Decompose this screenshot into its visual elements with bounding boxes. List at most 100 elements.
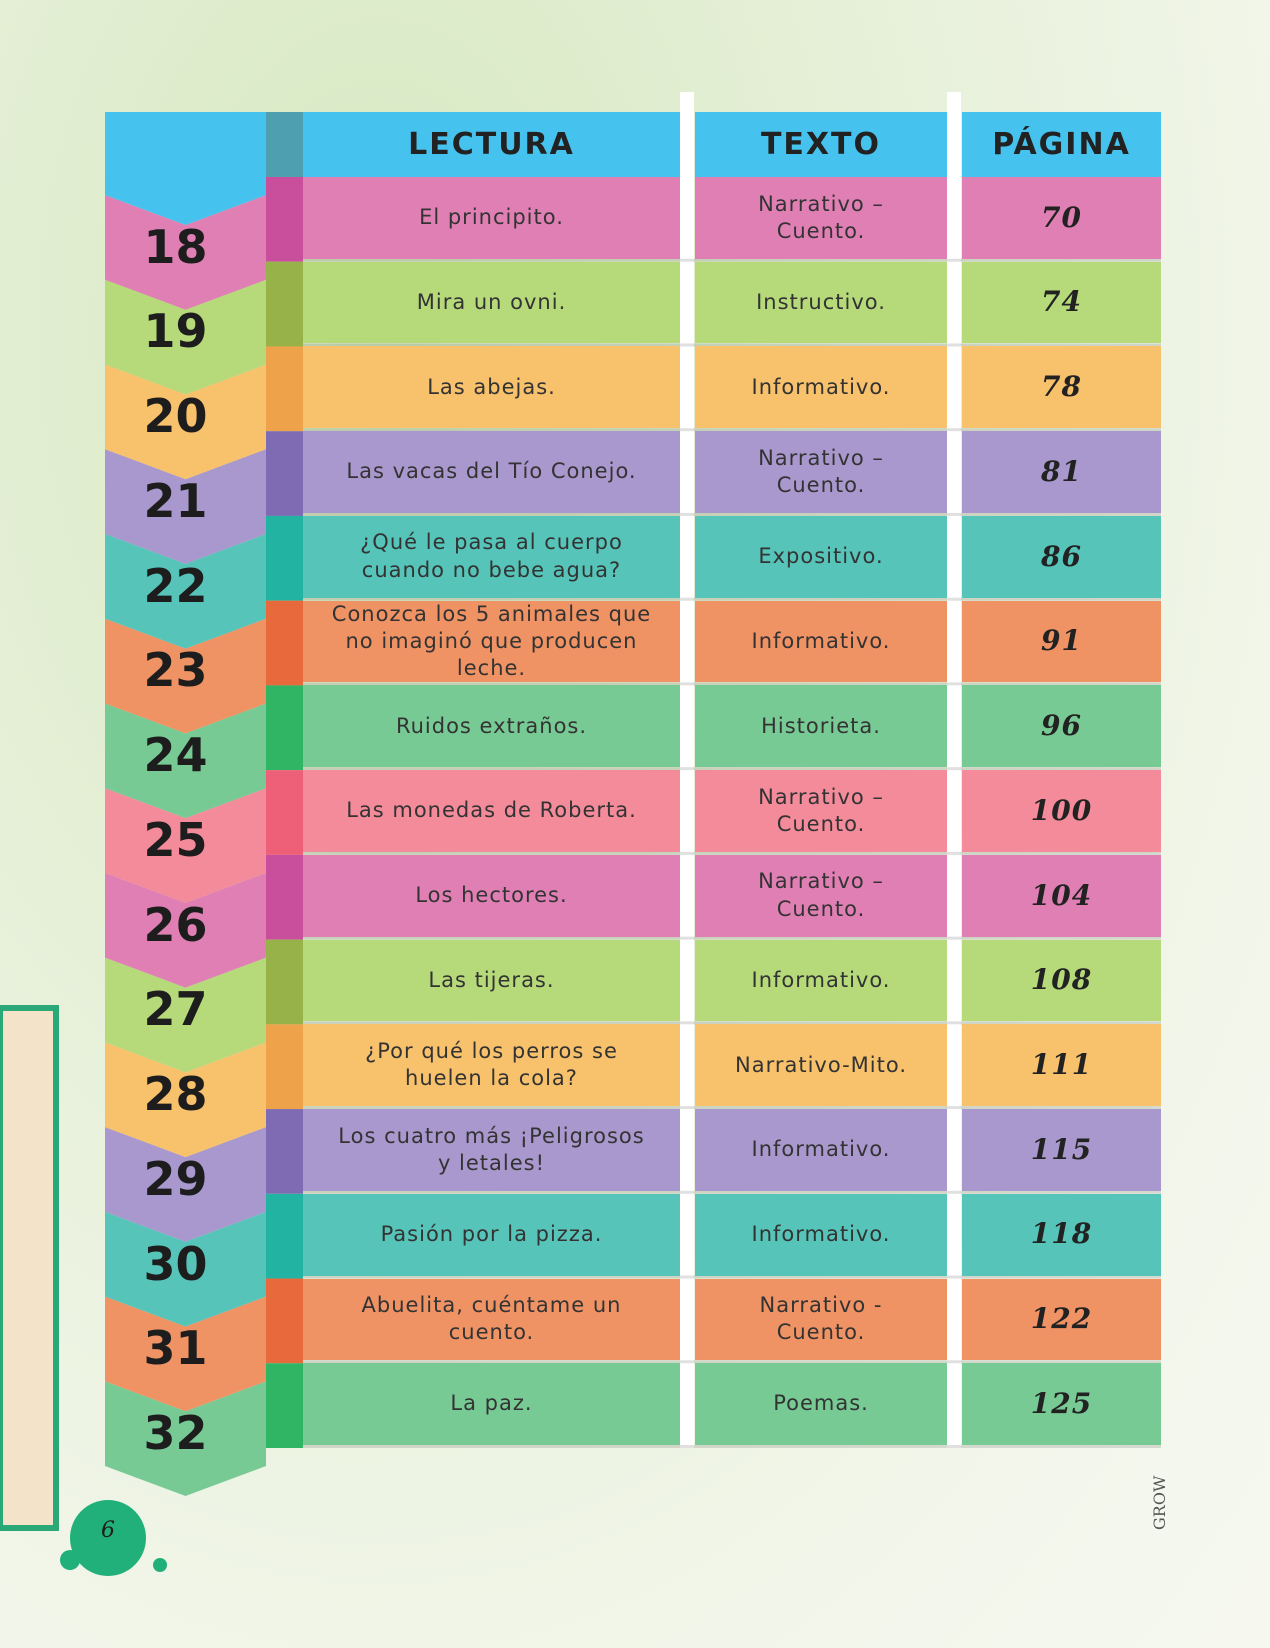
lesson-number: 20 <box>143 389 208 444</box>
row-strip <box>266 515 303 601</box>
header-strip <box>266 112 303 177</box>
texto-cell: Informativo. <box>695 939 947 1022</box>
row-shadow <box>303 1275 1161 1279</box>
row-strip <box>266 1193 303 1279</box>
splash-drop <box>153 1558 167 1572</box>
lesson-number: 28 <box>143 1067 208 1122</box>
row-strip <box>266 939 303 1025</box>
number-chevron <box>105 195 266 310</box>
row-shadow <box>303 1360 1161 1364</box>
row-strip <box>266 431 303 516</box>
pagina-cell: 100 <box>962 770 1161 852</box>
column-gap <box>947 92 961 1448</box>
row-shadow <box>303 343 1161 347</box>
pagina-cell: 115 <box>962 1109 1161 1191</box>
lectura-cell: La paz. <box>303 1363 680 1445</box>
number-chevron <box>105 1042 266 1158</box>
column-gap <box>680 92 694 1448</box>
lectura-cell: Los hectores. <box>303 854 680 937</box>
number-chevron <box>105 618 266 734</box>
lesson-number: 22 <box>143 558 208 613</box>
number-chevron <box>105 872 266 988</box>
lesson-number: 19 <box>143 304 208 359</box>
row-strip <box>266 600 303 686</box>
texto-cell: Narrativo - Cuento. <box>695 1278 947 1361</box>
lectura-cell: ¿Qué le pasa al cuerpo cuando no bebe ag… <box>303 515 680 598</box>
page-number: 6 <box>101 1518 115 1543</box>
lectura-cell: Las monedas de Roberta. <box>303 770 680 852</box>
number-chevron <box>105 449 266 564</box>
page-splash <box>70 1500 146 1576</box>
header-pagina: PÁGINA <box>992 127 1131 162</box>
row-shadow <box>303 258 1161 262</box>
lesson-number: 31 <box>143 1321 208 1376</box>
number-chevron <box>105 533 266 649</box>
pagina-cell: 122 <box>962 1278 1161 1361</box>
texto-cell: Informativo. <box>695 1109 947 1191</box>
lesson-number: 24 <box>143 728 208 783</box>
texto-cell: Instructivo. <box>695 261 947 344</box>
number-chevron <box>105 1296 266 1412</box>
lesson-number: 32 <box>143 1406 208 1460</box>
splash-drop <box>60 1550 80 1570</box>
row-shadow <box>303 428 1161 432</box>
pagina-cell: 96 <box>962 685 1161 768</box>
pagina-cell: 111 <box>962 1024 1161 1107</box>
texto-cell: Narrativo – Cuento. <box>695 177 947 259</box>
row-strip <box>266 685 303 771</box>
row-shadow <box>303 1445 1161 1448</box>
pagina-cell: 70 <box>962 177 1161 259</box>
pagina-cell: 118 <box>962 1193 1161 1276</box>
texto-cell: Historieta. <box>695 685 947 768</box>
row-shadow <box>303 936 1161 940</box>
texto-cell: Narrativo – Cuento. <box>695 431 947 513</box>
side-art <box>0 1005 59 1531</box>
lesson-number: 29 <box>143 1151 208 1206</box>
row-shadow <box>303 851 1161 855</box>
pagina-cell: 74 <box>962 261 1161 344</box>
texto-cell: Informativo. <box>695 346 947 429</box>
lectura-cell: Las abejas. <box>303 346 680 429</box>
number-chevron <box>105 703 266 819</box>
row-strip <box>266 346 303 432</box>
lectura-cell: Conozca los 5 animales que no imaginó qu… <box>303 600 680 683</box>
lectura-cell: ¿Por qué los perros se huelen la cola? <box>303 1024 680 1107</box>
lesson-number: 30 <box>143 1236 208 1291</box>
lesson-number: 26 <box>143 897 208 952</box>
lesson-number: 21 <box>143 473 208 528</box>
number-chevron <box>105 1211 266 1327</box>
texto-cell: Informativo. <box>695 1193 947 1276</box>
lesson-number: 18 <box>143 219 208 274</box>
row-shadow <box>303 597 1161 601</box>
number-chevron <box>105 364 266 480</box>
row-shadow <box>303 512 1161 516</box>
row-shadow <box>303 682 1161 686</box>
header-lectura: LECTURA <box>408 127 575 162</box>
pagina-cell: 125 <box>962 1363 1161 1445</box>
lectura-cell: Los cuatro más ¡Peligrosos y letales! <box>303 1109 680 1191</box>
row-shadow <box>303 1190 1161 1194</box>
row-strip <box>266 1024 303 1110</box>
number-chevron <box>105 279 266 395</box>
row-strip <box>266 1363 303 1448</box>
row-strip <box>266 177 303 262</box>
row-shadow <box>303 1021 1161 1025</box>
pagina-cell: 104 <box>962 854 1161 937</box>
pagina-cell: 78 <box>962 346 1161 429</box>
number-chevron <box>105 788 266 903</box>
lectura-cell: Mira un ovni. <box>303 261 680 344</box>
lectura-cell: El principito. <box>303 177 680 259</box>
lesson-number: 25 <box>143 812 208 867</box>
row-strip <box>266 1278 303 1364</box>
pagina-cell: 86 <box>962 515 1161 598</box>
pagina-cell: 81 <box>962 431 1161 513</box>
lectura-cell: Abuelita, cuéntame un cuento. <box>303 1278 680 1361</box>
header-texto: TEXTO <box>760 127 882 162</box>
lectura-cell: Pasión por la pizza. <box>303 1193 680 1276</box>
header-chevron <box>105 112 266 225</box>
lesson-number: 23 <box>143 643 208 698</box>
brand: GROW <box>1150 1475 1169 1530</box>
row-strip <box>266 854 303 940</box>
